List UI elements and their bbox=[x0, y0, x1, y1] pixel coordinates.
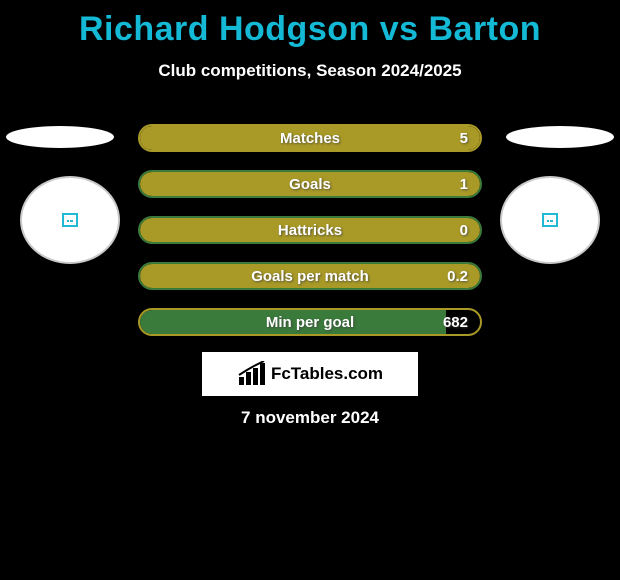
left-ellipse bbox=[6, 126, 114, 148]
stat-bar: Goals1 bbox=[138, 170, 482, 198]
stat-bars: Matches5Goals1Hattricks0Goals per match0… bbox=[138, 124, 482, 354]
footer-logo: FcTables.com bbox=[202, 352, 418, 396]
stat-bar: Goals per match0.2 bbox=[138, 262, 482, 290]
footer-logo-text: FcTables.com bbox=[271, 364, 383, 384]
stat-bar: Min per goal682 bbox=[138, 308, 482, 336]
stat-bar-label: Goals bbox=[140, 172, 480, 196]
stat-bar-value: 682 bbox=[443, 310, 468, 334]
stat-bar: Hattricks0 bbox=[138, 216, 482, 244]
fctables-chart-icon bbox=[237, 361, 267, 387]
subtitle: Club competitions, Season 2024/2025 bbox=[0, 61, 620, 81]
stat-bar-value: 0 bbox=[460, 218, 468, 242]
page-title: Richard Hodgson vs Barton bbox=[0, 0, 620, 49]
stat-bar: Matches5 bbox=[138, 124, 482, 152]
stat-bar-label: Goals per match bbox=[140, 264, 480, 288]
stat-bar-value: 1 bbox=[460, 172, 468, 196]
right-ellipse bbox=[506, 126, 614, 148]
right-avatar-placeholder bbox=[500, 176, 600, 264]
footer-date: 7 november 2024 bbox=[0, 408, 620, 428]
stat-bar-value: 5 bbox=[460, 126, 468, 150]
stat-bar-label: Matches bbox=[140, 126, 480, 150]
stat-bar-value: 0.2 bbox=[447, 264, 468, 288]
image-placeholder-icon bbox=[62, 213, 78, 227]
image-placeholder-icon bbox=[542, 213, 558, 227]
stat-bar-label: Min per goal bbox=[140, 310, 480, 334]
left-avatar-placeholder bbox=[20, 176, 120, 264]
stat-bar-label: Hattricks bbox=[140, 218, 480, 242]
